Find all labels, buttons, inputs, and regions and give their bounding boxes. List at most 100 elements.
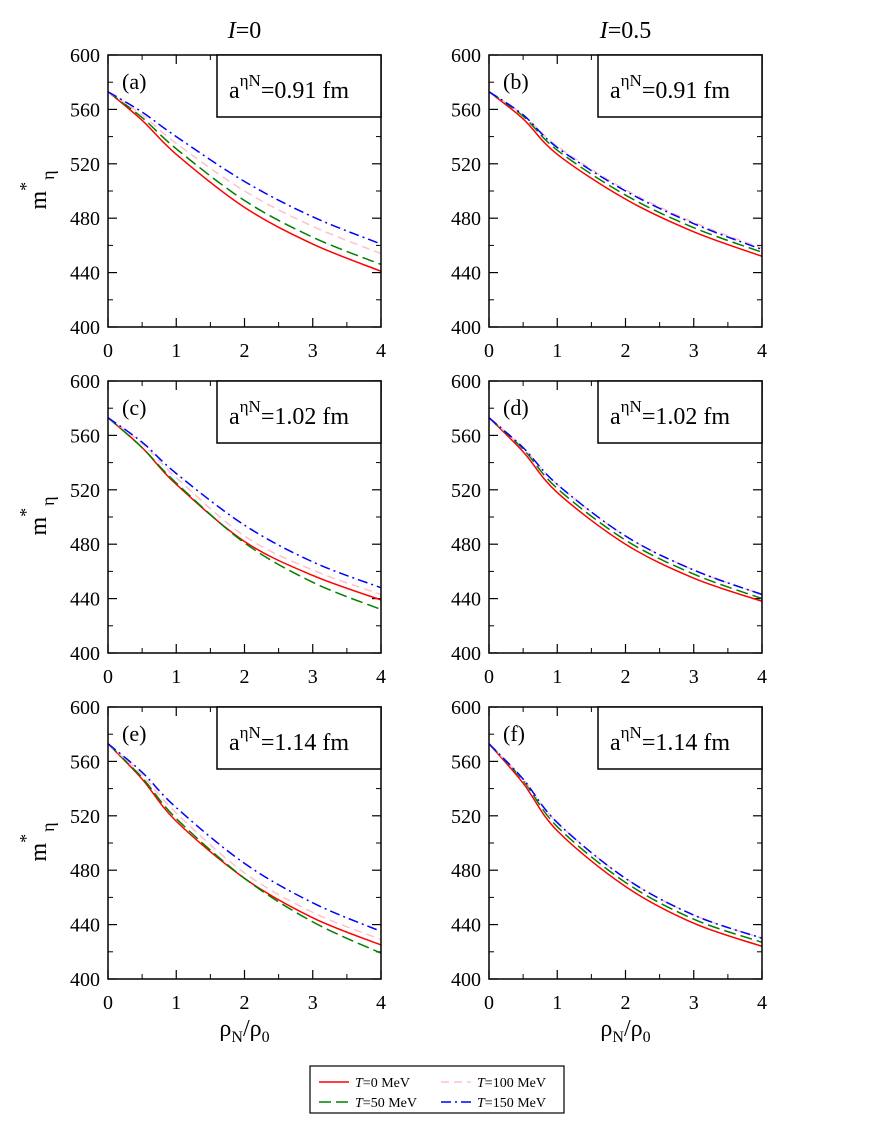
annotation-box xyxy=(597,706,763,770)
annotation-value: =0.91 fm xyxy=(261,78,350,104)
y-tick-label: 440 xyxy=(451,589,481,611)
x-tick-label: 4 xyxy=(376,340,386,362)
annotation-text: aηN=1.14 fm xyxy=(229,723,349,756)
panel-label: (a) xyxy=(122,69,146,94)
series-line-t-50-mev xyxy=(107,743,382,954)
annotation-box xyxy=(216,706,382,770)
x-tick-label: 0 xyxy=(484,666,494,688)
legend-label: T=150 MeV xyxy=(477,1096,546,1111)
series-line-t-150-mev xyxy=(488,417,763,596)
annotation-a: a xyxy=(229,730,240,756)
y-tick-label: 480 xyxy=(70,534,100,556)
y-label-sub: η xyxy=(38,496,58,505)
y-tick-label: 520 xyxy=(70,806,100,828)
series-line-t-50-mev xyxy=(488,743,763,943)
panel-label: (e) xyxy=(122,721,146,746)
y-label-sup: * xyxy=(16,834,36,843)
y-tick-label: 520 xyxy=(70,154,100,176)
x-label-slash: /ρ xyxy=(624,1016,643,1042)
y-axis-label: m*η xyxy=(16,496,58,535)
x-tick-label: 2 xyxy=(621,666,631,688)
legend-var: T xyxy=(477,1096,486,1111)
y-tick-label: 520 xyxy=(451,806,481,828)
series-line-t-150-mev xyxy=(107,91,382,245)
x-tick-label: 1 xyxy=(552,992,562,1014)
y-tick-label: 440 xyxy=(451,263,481,285)
y-tick-label: 440 xyxy=(70,589,100,611)
y-tick-label: 600 xyxy=(70,697,100,719)
x-tick-label: 0 xyxy=(103,666,113,688)
y-label-main: m xyxy=(26,517,52,536)
series-line-t-100-mev xyxy=(488,417,763,596)
y-tick-label: 560 xyxy=(70,751,100,773)
series-line-t-0-mev xyxy=(488,743,763,948)
annotation-sup: ηN xyxy=(621,723,642,742)
y-tick-label: 400 xyxy=(451,317,481,339)
annotation-a: a xyxy=(610,730,621,756)
annotation-sup: ηN xyxy=(621,397,642,416)
y-label-sup: * xyxy=(16,182,36,191)
x-tick-label: 2 xyxy=(240,340,250,362)
panel-b: 400 440 480 520 560 600 0 1 2 3 4 (b) aηN=0.91 fm xyxy=(451,45,767,362)
annotation-value: =1.02 fm xyxy=(642,404,731,430)
x-label-sub0: 0 xyxy=(262,1029,270,1046)
y-tick-label: 480 xyxy=(70,208,100,230)
column-title-value: =0 xyxy=(236,18,262,44)
x-tick-label: 0 xyxy=(103,992,113,1014)
y-label-sup: * xyxy=(16,508,36,517)
column-title: I=0 xyxy=(227,18,262,44)
y-tick-label: 480 xyxy=(451,208,481,230)
y-tick-label: 480 xyxy=(70,860,100,882)
panel-label: (d) xyxy=(503,395,529,420)
y-tick-label: 600 xyxy=(451,371,481,393)
annotation-box xyxy=(216,380,382,444)
x-tick-label: 4 xyxy=(376,992,386,1014)
panel-c: 400 440 480 520 560 600 0 1 2 3 4 (c) aηN=1.02 fm m*η xyxy=(16,371,386,688)
y-label-main: m xyxy=(26,191,52,210)
annotation-value: =1.14 fm xyxy=(261,730,350,756)
x-tick-label: 4 xyxy=(757,992,767,1014)
legend-label: T=100 MeV xyxy=(477,1076,546,1091)
legend-label: T=50 MeV xyxy=(355,1096,417,1111)
y-tick-label: 400 xyxy=(70,969,100,991)
y-tick-label: 600 xyxy=(451,697,481,719)
annotation-a: a xyxy=(610,404,621,430)
x-tick-label: 1 xyxy=(552,666,562,688)
legend-box xyxy=(309,1065,565,1114)
annotation-a: a xyxy=(229,404,240,430)
y-tick-label: 560 xyxy=(70,425,100,447)
x-tick-label: 2 xyxy=(621,340,631,362)
x-tick-label: 3 xyxy=(308,666,318,688)
annotation-text: aηN=1.14 fm xyxy=(610,723,730,756)
annotation-sup: ηN xyxy=(240,397,261,416)
legend-text: =150 MeV xyxy=(485,1096,546,1111)
annotation-value: =1.14 fm xyxy=(642,730,731,756)
x-tick-label: 2 xyxy=(621,992,631,1014)
y-tick-label: 520 xyxy=(451,480,481,502)
annotation-value: =1.02 fm xyxy=(261,404,350,430)
annotation-sup: ηN xyxy=(621,71,642,90)
series-line-t-100-mev xyxy=(107,91,382,255)
series-line-t-150-mev xyxy=(488,743,763,939)
y-tick-label: 400 xyxy=(70,317,100,339)
annotation-text: aηN=1.02 fm xyxy=(229,397,349,430)
series-line-t-50-mev xyxy=(107,417,382,611)
annotation-box xyxy=(216,54,382,118)
column-title-var: I xyxy=(227,18,237,44)
panel-label: (f) xyxy=(503,721,525,746)
y-tick-label: 600 xyxy=(451,45,481,67)
x-tick-label: 0 xyxy=(484,992,494,1014)
y-tick-label: 400 xyxy=(70,643,100,665)
series-line-t-100-mev xyxy=(488,743,763,939)
annotation-sup: ηN xyxy=(240,723,261,742)
x-tick-label: 4 xyxy=(376,666,386,688)
y-tick-label: 440 xyxy=(70,263,100,285)
panel-label: (c) xyxy=(122,395,146,420)
column-title-var: I xyxy=(599,18,609,44)
annotation-value: =0.91 fm xyxy=(642,78,731,104)
x-tick-label: 2 xyxy=(240,666,250,688)
column-title: I=0.5 xyxy=(599,18,652,44)
